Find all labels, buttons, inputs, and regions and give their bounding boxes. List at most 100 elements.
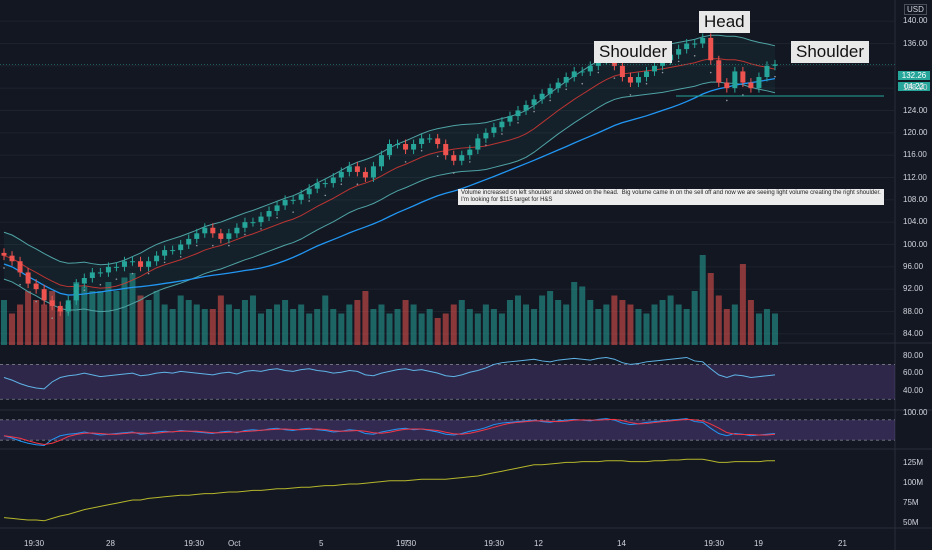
candle-body bbox=[772, 64, 778, 66]
candle-body bbox=[130, 261, 135, 263]
candle-body bbox=[531, 99, 537, 105]
volume-bar bbox=[603, 304, 610, 345]
time-tick-label: 19:30 bbox=[184, 539, 205, 548]
volume-bar bbox=[410, 304, 417, 345]
currency-label[interactable]: USD bbox=[904, 4, 927, 15]
candle-body bbox=[97, 272, 103, 274]
rsi-tick-label: 40.00 bbox=[903, 385, 924, 395]
rsi-line bbox=[3, 356, 776, 390]
candle-body bbox=[338, 171, 344, 178]
volume-bar bbox=[290, 309, 297, 345]
candle-body bbox=[378, 155, 384, 167]
candle-body bbox=[17, 261, 23, 273]
volume-bar bbox=[225, 304, 232, 345]
volume-bar bbox=[595, 309, 602, 345]
price-tick-label: 100.00 bbox=[903, 239, 928, 249]
volume-bar bbox=[17, 304, 24, 345]
stoch-tick-label: 100.00 bbox=[903, 408, 928, 417]
volume-bar bbox=[547, 291, 554, 345]
head-label: Head bbox=[699, 11, 750, 33]
candle-body bbox=[684, 43, 690, 50]
volume-bar bbox=[523, 304, 530, 345]
volume-bar bbox=[185, 300, 192, 345]
volume-bar bbox=[579, 286, 586, 345]
countdown-tag: 04:22 bbox=[898, 82, 930, 91]
sar-dot bbox=[629, 94, 632, 96]
right-shoulder-label: Shoulder bbox=[791, 41, 870, 63]
sar-dot bbox=[469, 161, 471, 163]
sar-dot bbox=[83, 289, 86, 292]
volume-bar bbox=[474, 313, 481, 345]
volume-bar bbox=[651, 304, 658, 345]
candle-body bbox=[274, 205, 280, 211]
candle-body bbox=[443, 144, 449, 156]
volume-bar bbox=[65, 304, 72, 345]
rsi-band bbox=[0, 364, 895, 400]
volume-bar bbox=[193, 304, 200, 345]
volume-bar bbox=[635, 309, 642, 345]
volume-bar bbox=[619, 300, 626, 345]
volume-bar bbox=[346, 304, 353, 345]
volume-bar bbox=[97, 291, 104, 345]
time-tick-label: 7 bbox=[404, 539, 409, 548]
candle-body bbox=[314, 183, 320, 189]
volume-bar bbox=[209, 309, 216, 345]
volume-bar bbox=[627, 304, 634, 345]
candle-body bbox=[202, 227, 208, 234]
candle-body bbox=[387, 144, 392, 156]
volume-bar bbox=[755, 313, 762, 345]
price-tick-label: 108.00 bbox=[903, 194, 928, 204]
sar-dot bbox=[228, 244, 230, 247]
candle-body bbox=[507, 116, 513, 122]
time-tick-label: 12 bbox=[534, 539, 543, 548]
sar-dot bbox=[613, 77, 616, 79]
candle-body bbox=[121, 261, 127, 267]
candle-body bbox=[539, 93, 545, 100]
sar-dot bbox=[19, 283, 21, 286]
candle-body bbox=[346, 166, 352, 172]
volume-bar bbox=[274, 304, 281, 345]
candle-body bbox=[146, 261, 152, 267]
volume-bar bbox=[699, 255, 706, 345]
price-tick-label: 96.00 bbox=[903, 261, 924, 271]
volume-bar bbox=[434, 318, 441, 345]
sar-dot bbox=[420, 149, 423, 152]
sar-dot bbox=[340, 183, 343, 185]
candle-body bbox=[483, 132, 489, 139]
volume-bar bbox=[282, 300, 289, 345]
sar-dot bbox=[324, 194, 327, 197]
sar-dot bbox=[276, 216, 278, 219]
sar-dot bbox=[709, 71, 712, 74]
volume-bar bbox=[539, 295, 546, 345]
volume-bar bbox=[683, 309, 690, 345]
volume-bar bbox=[587, 300, 594, 345]
volume-bar bbox=[386, 313, 393, 345]
sar-dot bbox=[131, 272, 134, 275]
candle-body bbox=[113, 266, 119, 268]
volume-bar bbox=[306, 313, 313, 345]
candle-body bbox=[644, 71, 649, 77]
volume-bar bbox=[611, 295, 618, 345]
sar-dot bbox=[501, 133, 503, 135]
bollinger-fill bbox=[4, 35, 775, 312]
volume-bar bbox=[490, 309, 497, 345]
candle-body bbox=[563, 77, 569, 83]
price-tick-label: 88.00 bbox=[903, 306, 924, 316]
volume-bar bbox=[129, 273, 136, 345]
sar-dot bbox=[774, 75, 776, 78]
volume-bar bbox=[9, 313, 16, 345]
candle-body bbox=[178, 244, 184, 251]
candle-body bbox=[194, 233, 200, 239]
obv-line bbox=[3, 458, 775, 522]
volume-bar bbox=[249, 295, 256, 345]
candle-body bbox=[395, 144, 401, 145]
volume-bar bbox=[258, 313, 264, 345]
volume-bar bbox=[137, 295, 144, 345]
volume-bar bbox=[362, 291, 369, 345]
price-tick-label: 116.00 bbox=[903, 150, 927, 160]
volume-bar bbox=[739, 264, 746, 345]
sar-dot bbox=[195, 244, 198, 247]
candle-body bbox=[491, 127, 497, 133]
candle-body bbox=[154, 255, 160, 262]
